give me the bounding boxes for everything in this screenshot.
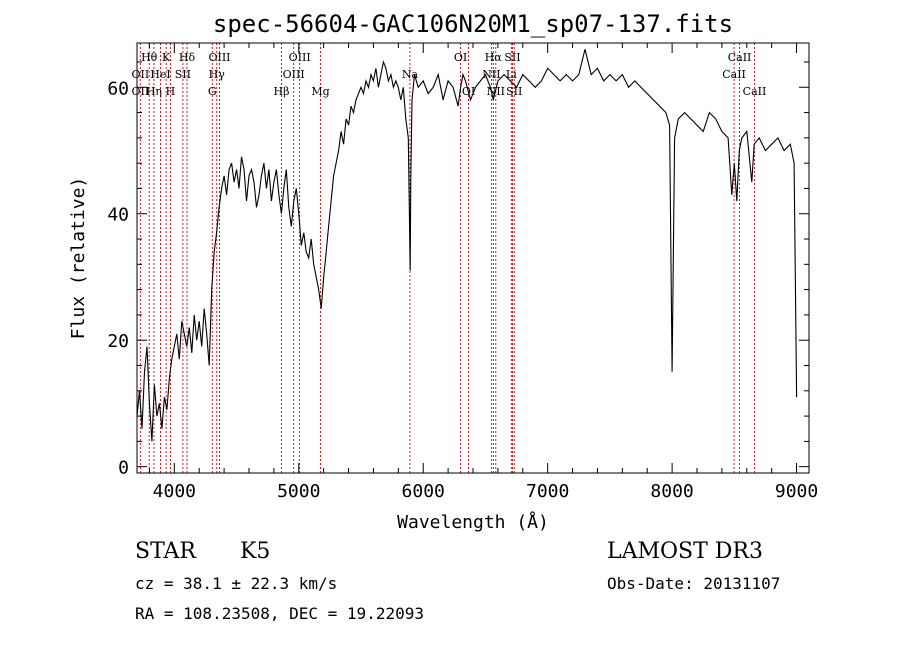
line-marker-label: Mg [311,85,329,98]
x-tick-label: 8000 [650,481,693,502]
survey-name: LAMOST DR3 [607,539,763,564]
line-marker-label: Hδ [179,51,196,64]
line-marker-label: G [208,85,217,98]
chart-title: spec-56604-GAC106N20M1_sp07-137.fits [213,10,733,38]
line-marker-label: OI [462,85,475,98]
line-marker-label: CaII [743,85,767,98]
line-marker-label: H [166,85,176,98]
line-marker-label: Hγ [209,68,226,81]
axis-ticks: 4000 5000 6000 7000 8000 9000 0 20 40 60 [107,43,818,502]
x-tick-label: 6000 [402,481,445,502]
line-marker-label: Na [402,68,419,81]
y-tick-label: 20 [107,331,129,352]
line-marker-label: OII [132,68,150,81]
plot-frame [136,42,810,474]
line-marker-label: NII [487,85,505,98]
line-marker-label: SII [504,51,520,64]
line-marker-label: OIII [283,68,305,81]
line-marker-label: SII [175,68,191,81]
line-marker-label: CaII [728,51,752,64]
line-marker-label: CaII [722,68,746,81]
redshift-cz: cz = 38.1 ± 22.3 km/s [135,574,338,593]
observation-date: Obs-Date: 20131107 [607,574,781,593]
x-axis-label: Wavelength (Å) [397,511,549,533]
sky-coordinates: RA = 108.23508, DEC = 19.22093 [135,604,424,623]
y-tick-label: 60 [107,78,129,99]
line-marker-label: Li [506,68,517,81]
line-marker-label: OIII [289,51,311,64]
x-tick-label: 9000 [775,481,818,502]
y-axis-label: Flux (relative) [68,177,89,340]
line-marker-label: Hβ [274,85,290,98]
line-marker-label: Hθ [141,51,158,64]
line-marker-label: OII [132,85,150,98]
emission-line-markers [139,43,755,473]
line-marker-label: K [162,51,171,64]
line-marker-label: OIII [208,51,230,64]
x-tick-label: 5000 [277,481,320,502]
x-tick-label: 4000 [153,481,196,502]
line-marker-label: Hα [485,51,503,64]
x-tick-label: 7000 [526,481,569,502]
line-marker-label: OI [454,51,467,64]
y-tick-label: 0 [118,458,129,479]
y-tick-label: 40 [107,205,129,226]
line-marker-label: Hη [146,85,162,98]
line-marker-label: HeI [150,68,170,81]
object-class: STAR [135,539,196,564]
subclass: K5 [240,539,271,564]
line-marker-label: NII [482,68,500,81]
line-marker-label: SII [506,85,522,98]
spectrum-line [136,49,798,442]
